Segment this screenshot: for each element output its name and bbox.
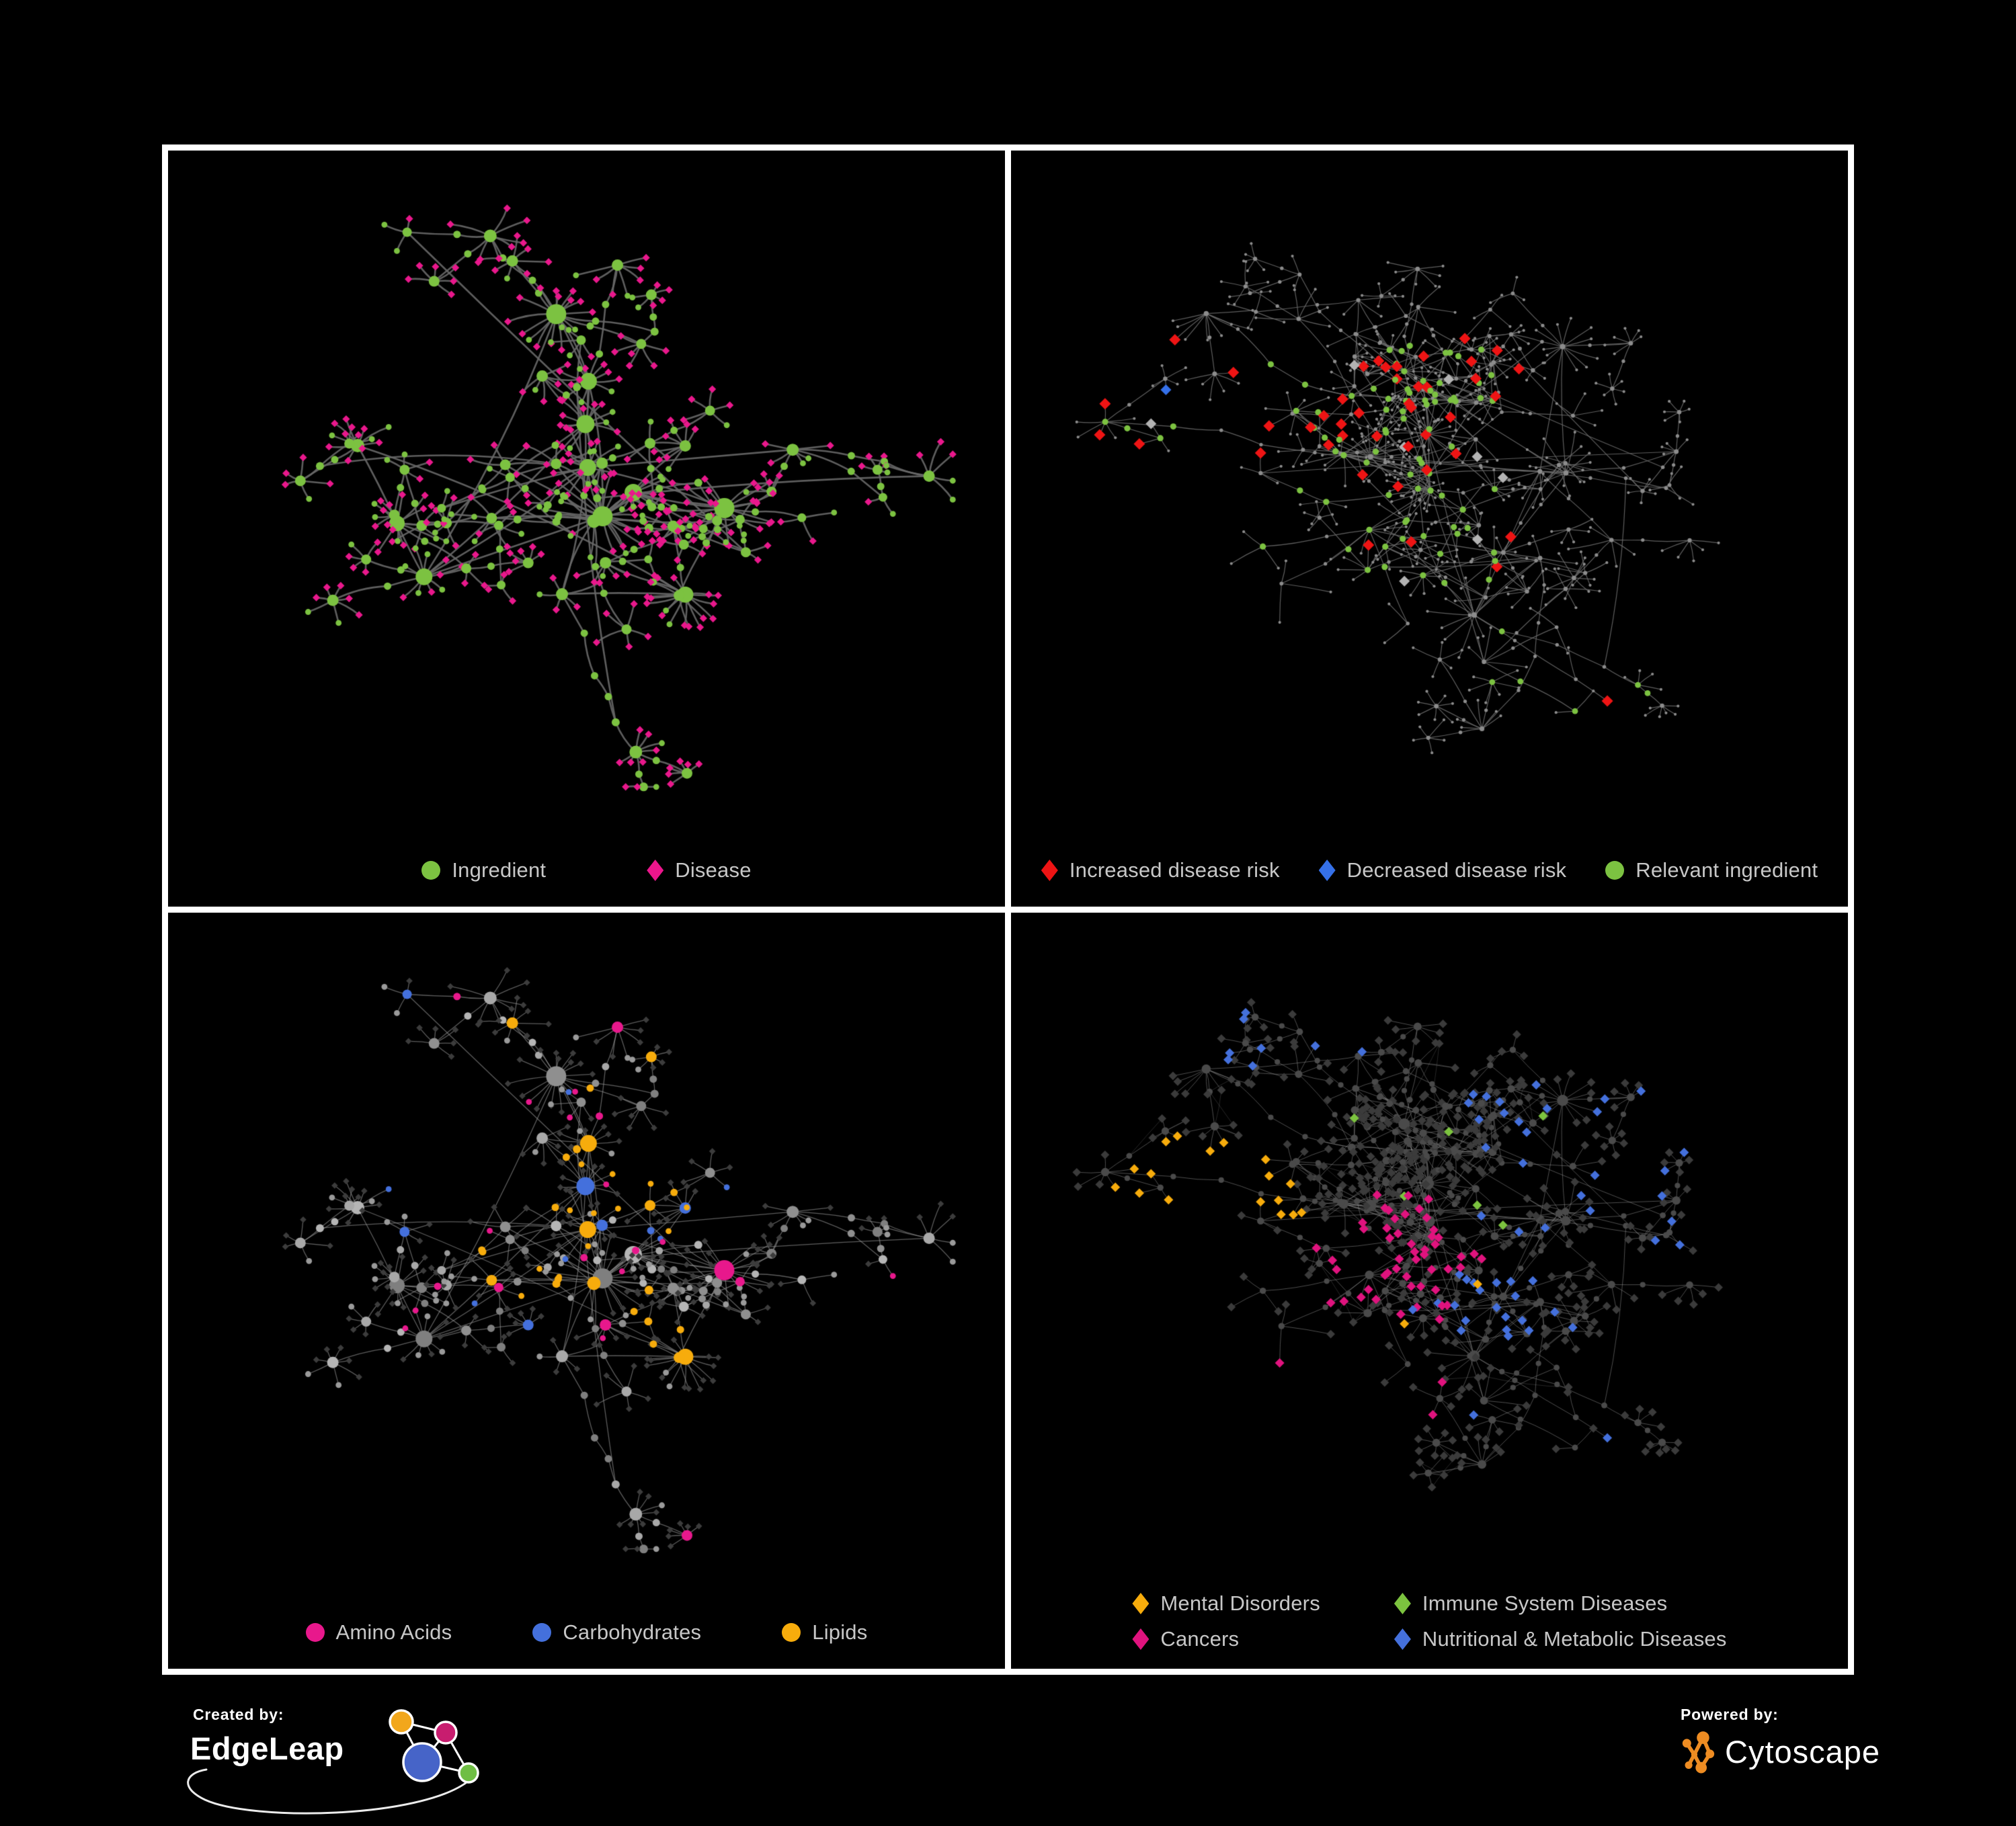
disease-risk-network-canvas [1011, 151, 1848, 907]
legend-item-carbohydrates: Carbohydrates [532, 1620, 701, 1645]
legend-ingredient-disease: Ingredient Disease [168, 858, 1005, 882]
legend-item-disease: Disease [647, 858, 751, 882]
circle-swatch-lipids [782, 1623, 801, 1642]
legend-label: Relevant ingredient [1636, 858, 1818, 882]
legend-label: Decreased disease risk [1346, 858, 1567, 882]
powered-by-label: Powered by: [1681, 1706, 1779, 1723]
legend-label: Carbohydrates [563, 1620, 702, 1644]
cytoscape-brand: Cytoscape [1725, 1733, 1881, 1770]
created-by-label: Created by: [193, 1706, 284, 1723]
circle-swatch-relevant-ingredient [1605, 861, 1625, 880]
legend-label: Nutritional & Metabolic Diseases [1422, 1627, 1727, 1651]
edgeleap-brand: EdgeLeap [190, 1731, 344, 1766]
diamond-swatch-mental-disorders [1132, 1593, 1150, 1614]
legend-item-mental-disorders: Mental Disorders [1132, 1591, 1320, 1616]
created-by-block: Created by: EdgeLeap [165, 1706, 541, 1823]
legend-label: Amino Acids [335, 1620, 452, 1644]
panel-nutrient-classes-network: Amino Acids Carbohydrates Lipids [168, 913, 1005, 1669]
legend-item-immune-system-diseases: Immune System Diseases [1394, 1591, 1727, 1616]
legend-disease-categories: Mental Disorders Immune System Diseases Ca… [1011, 1591, 1848, 1651]
circle-swatch-amino-acids [305, 1623, 325, 1642]
four-panel-figure-grid: Ingredient Disease Increased disease risk… [162, 144, 1854, 1675]
ingredient-disease-network-canvas [168, 151, 1005, 907]
legend-disease-risk: Increased disease risk Decreased disease … [1011, 858, 1848, 882]
legend-item-ingredient: Ingredient [421, 858, 546, 882]
powered-by-block: Powered by: Cytoscape [1681, 1706, 1880, 1774]
legend-item-cancers: Cancers [1132, 1627, 1320, 1651]
legend-item-increased-disease-risk: Increased disease risk [1041, 858, 1280, 882]
legend-item-nutritional-metabolic-diseases: Nutritional & Metabolic Diseases [1394, 1627, 1727, 1651]
panel-disease-categories-network: Mental Disorders Immune System Diseases Ca… [1011, 913, 1848, 1669]
circle-swatch-carbohydrates [532, 1623, 552, 1642]
diamond-swatch-immune-system-diseases [1394, 1593, 1411, 1614]
diamond-swatch-cancers [1132, 1628, 1150, 1650]
legend-label: Ingredient [452, 858, 547, 882]
panel-ingredient-disease-network: Ingredient Disease [168, 151, 1005, 907]
legend-nutrient-classes: Amino Acids Carbohydrates Lipids [168, 1620, 1005, 1645]
diamond-swatch-disease [647, 860, 664, 881]
legend-label: Lipids [812, 1620, 868, 1644]
legend-item-amino-acids: Amino Acids [305, 1620, 452, 1645]
panel-disease-risk-network: Increased disease risk Decreased disease … [1011, 151, 1848, 907]
disease-categories-network-canvas [1011, 913, 1848, 1669]
diamond-swatch-nutritional-metabolic-diseases [1394, 1628, 1411, 1650]
legend-label: Increased disease risk [1069, 858, 1280, 882]
nutrient-classes-network-canvas [168, 913, 1005, 1669]
diamond-swatch-decreased-disease-risk [1318, 860, 1336, 881]
legend-item-relevant-ingredient: Relevant ingredient [1605, 858, 1818, 882]
circle-swatch-ingredient [421, 861, 441, 880]
legend-label: Immune System Diseases [1422, 1591, 1668, 1615]
legend-label: Disease [675, 858, 752, 882]
legend-item-decreased-disease-risk: Decreased disease risk [1318, 858, 1567, 882]
legend-label: Mental Disorders [1160, 1591, 1320, 1615]
diamond-swatch-increased-disease-risk [1041, 860, 1058, 881]
legend-item-lipids: Lipids [782, 1620, 867, 1645]
legend-label: Cancers [1160, 1627, 1240, 1651]
cytoscape-logo [1682, 1731, 1715, 1774]
